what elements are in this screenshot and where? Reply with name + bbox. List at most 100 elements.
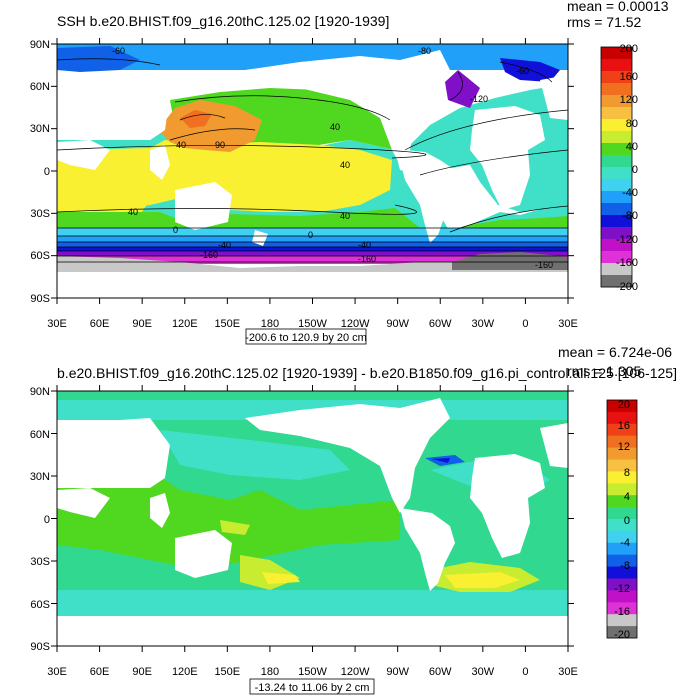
svg-text:120E: 120E [172,666,198,678]
svg-text:200: 200 [620,43,638,55]
panel1-range-label: -200.6 to 120.9 by 20 cm [245,332,367,344]
svg-text:-80: -80 [418,46,431,56]
svg-text:40: 40 [176,140,186,150]
svg-text:40: 40 [340,211,350,221]
svg-text:-160: -160 [200,250,218,260]
panel1-colorbar-labels: 200 160 120 80 40 0 -40 -80 -120 -160 -2… [616,43,638,293]
svg-text:90N: 90N [30,386,50,398]
svg-text:60E: 60E [90,666,110,678]
svg-text:20: 20 [618,399,630,411]
colorbar-swatch [601,83,632,96]
svg-text:12: 12 [618,441,630,453]
svg-text:40: 40 [626,141,638,153]
svg-text:90E: 90E [132,318,152,330]
svg-text:60E: 60E [90,318,110,330]
colorbar-swatch [607,530,637,544]
colorbar-swatch [607,471,637,484]
colorbar-swatch [601,251,632,264]
svg-text:0: 0 [632,164,638,176]
svg-text:-160: -160 [616,257,638,269]
svg-text:180: 180 [261,318,279,330]
svg-text:60S: 60S [30,599,50,611]
panel1-acc-darkblue [57,242,568,247]
colorbar-swatch [601,59,632,72]
panel1-colorbar [600,46,633,288]
svg-text:0: 0 [522,318,528,330]
panel2-range-label: -13.24 to 11.06 by 2 cm [255,682,370,694]
svg-text:150E: 150E [214,318,240,330]
svg-text:30E: 30E [47,666,67,678]
colorbar-swatch [607,519,637,532]
svg-text:40: 40 [128,207,138,217]
colorbar-swatch [607,554,637,567]
colorbar-swatch [607,459,637,472]
panel1-labrador [445,70,480,108]
svg-text:120W: 120W [341,666,370,678]
svg-text:-4: -4 [620,537,630,549]
panel-difference: b.e20.BHIST.f09_g16.20thC.125.02 [1920-1… [30,344,677,695]
panel2-colorbar [606,399,638,639]
svg-text:90W: 90W [386,318,409,330]
colorbar-swatch [601,167,632,180]
colorbar-swatch [607,614,637,627]
panel1-tickmarks [51,38,574,304]
panel1-acc-purple [57,251,568,256]
svg-text:-120: -120 [470,94,488,104]
colorbar-swatch [601,71,632,84]
panel2-yticks: 90N 60N 30N 0 30S 60S 90S [30,386,50,653]
svg-text:80: 80 [626,118,638,130]
svg-text:-80: -80 [622,210,638,222]
panel1-map: 40 90 40 40 40 0 40 0 -40 -160 -40 -60 -… [57,44,568,298]
colorbar-swatch [607,400,637,413]
svg-text:160: 160 [620,71,638,83]
colorbar-swatch [601,119,632,132]
svg-text:-40: -40 [358,240,371,250]
colorbar-swatch [601,143,632,156]
colorbar-swatch [601,263,632,276]
svg-text:30S: 30S [30,556,50,568]
colorbar-swatch [601,203,632,216]
panel1-antarctic-dark [452,252,568,270]
svg-text:30W: 30W [471,666,494,678]
panel2-mean: mean = 6.724e-06 [558,344,672,360]
panel1-range-box [245,328,367,345]
panel2-land [57,398,568,646]
colorbar-swatch [607,542,637,556]
panel1-acc-navy [57,247,568,251]
panel1-acc-blue [57,236,568,242]
panel1-yticks: 90N 60N 30N 0 30S 60S 90S [30,39,50,305]
svg-text:60W: 60W [429,666,452,678]
colorbar-frame [600,46,633,288]
panel1-acc-magenta [57,256,568,264]
colorbar-swatch [607,566,637,579]
svg-text:90: 90 [215,140,225,150]
panel1-kuroshio [158,100,262,152]
panel2-tickmarks [51,385,574,652]
svg-text:0: 0 [308,230,313,240]
panel2-title: b.e20.BHIST.f09_g16.20thC.125.02 [1920-1… [57,365,677,381]
svg-text:60S: 60S [30,250,50,262]
colorbar-swatch [601,47,632,60]
svg-text:0: 0 [44,514,50,526]
colorbar-swatch [607,495,637,508]
svg-text:120E: 120E [172,318,198,330]
svg-text:-60: -60 [112,46,125,56]
colorbar-swatch [607,602,637,615]
colorbar-swatch [601,275,632,288]
svg-text:16: 16 [618,420,630,432]
svg-text:150W: 150W [298,666,327,678]
colorbar-swatch [601,215,632,228]
svg-text:30W: 30W [471,318,494,330]
colorbar-swatch [601,107,632,120]
colorbar-swatch [607,483,637,496]
panel1-title: SSH b.e20.BHIST.f09_g16.20thC.125.02 [19… [57,13,389,29]
panel1-mean: mean = 0.00013 [567,0,669,14]
panel1-rms: rms = 71.52 [567,14,642,30]
panel1-antarctic-grey [57,256,568,272]
colorbar-swatch [607,626,637,639]
svg-text:60N: 60N [30,429,50,441]
colorbar-swatch [607,590,637,603]
svg-text:120: 120 [620,94,638,106]
svg-text:-20: -20 [614,629,630,641]
